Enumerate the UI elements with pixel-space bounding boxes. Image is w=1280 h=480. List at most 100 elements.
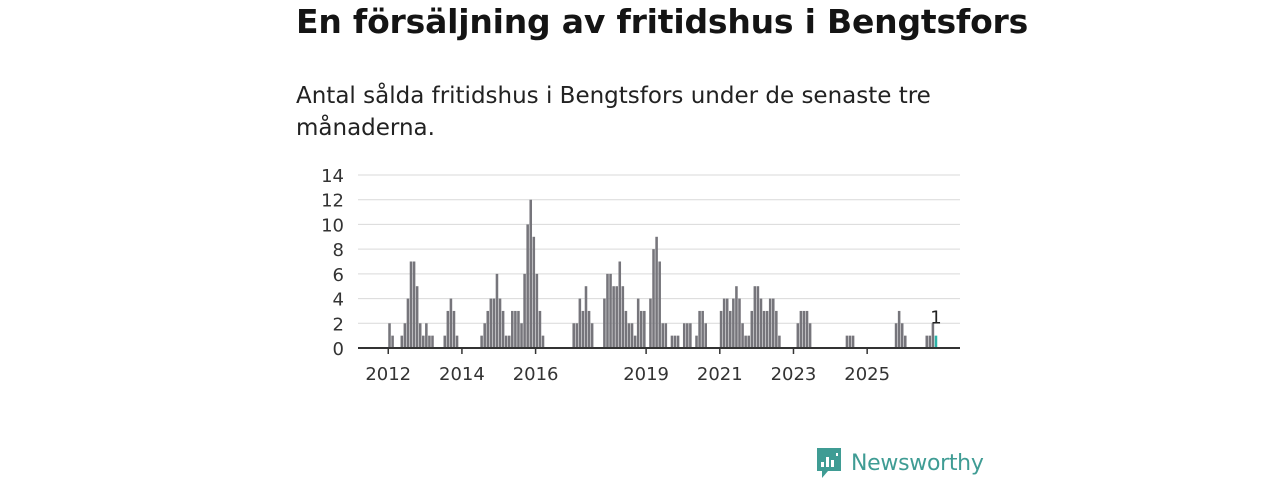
bar [747, 335, 750, 348]
bar-latest [934, 335, 938, 348]
bar [486, 310, 490, 348]
bar [897, 310, 901, 348]
bar [649, 298, 652, 348]
bar [523, 273, 526, 348]
bar [765, 310, 769, 348]
bar [415, 286, 419, 348]
bar [664, 323, 668, 348]
bar [501, 310, 505, 348]
bar [698, 310, 701, 348]
x-tick-label: 2021 [697, 364, 743, 385]
bars [388, 199, 938, 348]
bar [719, 310, 723, 348]
bar [676, 335, 680, 348]
bar [633, 335, 637, 348]
bar [689, 323, 692, 348]
bar [511, 310, 514, 348]
bar [661, 323, 665, 348]
bar [603, 298, 606, 348]
bar [643, 310, 646, 348]
x-tick-label: 2023 [771, 364, 817, 385]
bar [799, 310, 803, 348]
bar [729, 310, 732, 348]
bar [673, 335, 677, 348]
bar [587, 310, 591, 348]
bar [406, 298, 410, 348]
bar [928, 335, 932, 348]
bar [520, 323, 523, 348]
bar [422, 335, 425, 348]
bar [507, 335, 511, 348]
bar [575, 323, 579, 348]
bar [775, 310, 778, 348]
bar [612, 286, 615, 348]
bar [658, 261, 661, 348]
bar [900, 323, 904, 348]
bar [725, 298, 729, 348]
bar [682, 323, 686, 348]
y-tick-label: 4 [333, 290, 344, 311]
bar [538, 310, 542, 348]
x-tick-label: 2012 [365, 364, 411, 385]
y-tick-label: 6 [333, 265, 344, 286]
bar [403, 323, 407, 348]
bar [400, 335, 404, 348]
bar [627, 323, 631, 348]
bar [495, 273, 499, 348]
bar [618, 261, 622, 348]
bar [621, 286, 625, 348]
bar [741, 323, 744, 348]
bar [768, 298, 772, 348]
bar [670, 335, 674, 348]
chart-subtitle: Antal sålda fritidshus i Bengtsfors unde… [296, 83, 931, 141]
y-axis-ticks: 0 2 4 6 8 10 12 14 [321, 166, 344, 360]
bar [771, 298, 775, 348]
bar [615, 286, 618, 348]
bar [391, 335, 394, 348]
bar [425, 323, 428, 348]
bar [630, 323, 634, 348]
bar [492, 298, 496, 348]
bar [489, 298, 493, 348]
bar [541, 335, 545, 348]
bar [431, 335, 434, 348]
y-tick-label: 14 [321, 166, 344, 187]
bar [581, 310, 585, 348]
bar [452, 310, 456, 348]
bar [526, 224, 529, 348]
bar [639, 310, 643, 348]
bar [517, 310, 520, 348]
bar [925, 335, 929, 348]
bar [738, 298, 741, 348]
bar [851, 335, 855, 348]
bar [609, 273, 612, 348]
bar [931, 323, 935, 348]
bar [808, 323, 812, 348]
bar [744, 335, 747, 348]
chart-title: En försäljning av fritidshus i Bengtsfor… [296, 2, 1029, 41]
bar [412, 261, 416, 348]
x-tick-label: 2019 [623, 364, 669, 385]
bar [894, 323, 898, 348]
y-tick-label: 12 [321, 191, 344, 212]
bar [504, 335, 508, 348]
data-labels: 1 [930, 308, 941, 329]
brand-name: Newsworthy [851, 450, 984, 476]
gridlines [358, 174, 960, 324]
bar-chart: 0 2 4 6 8 10 12 14 2012 2014 2016 2019 2021 2023 2025… [321, 166, 960, 385]
bar [624, 310, 628, 348]
bar [428, 335, 431, 348]
x-tick-label: 2025 [844, 364, 890, 385]
bar [802, 310, 806, 348]
bar [578, 298, 582, 348]
bar [753, 286, 757, 348]
y-tick-label: 10 [321, 215, 344, 236]
bar [388, 323, 391, 348]
bar [701, 310, 704, 348]
y-tick-label: 0 [333, 339, 344, 360]
bar [480, 335, 483, 348]
bar [735, 286, 738, 348]
x-axis-ticks: 2012 2014 2016 2019 2021 2023 2025 [365, 348, 890, 385]
bar [722, 298, 726, 348]
bar [756, 286, 760, 348]
